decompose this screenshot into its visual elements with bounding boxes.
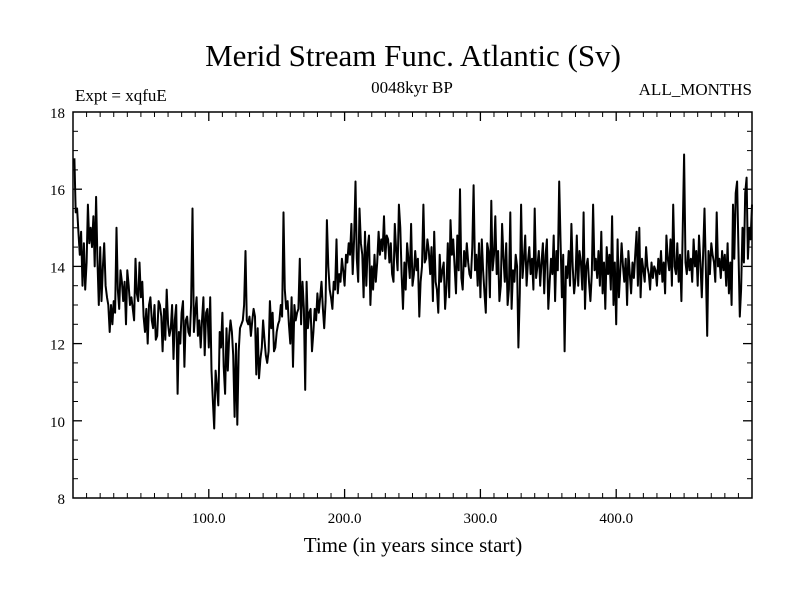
months-label: ALL_MONTHS (639, 80, 752, 99)
period-label: 0048kyr BP (371, 78, 453, 97)
y-tick-label: 8 (58, 492, 66, 508)
y-tick-label: 16 (50, 183, 66, 199)
x-tick-label: 100.0 (192, 511, 226, 527)
series-line (73, 153, 753, 430)
y-axis-tick-labels: 8 10 12 14 16 18 (50, 106, 66, 508)
x-axis-tick-labels: 100.0 200.0 300.0 400.0 (192, 511, 633, 527)
axis-ticks (73, 112, 752, 498)
experiment-label: Expt = xqfuE (75, 86, 167, 105)
y-tick-label: 10 (50, 415, 65, 431)
x-tick-label: 200.0 (328, 511, 362, 527)
x-axis-title: Time (in years since start) (304, 533, 523, 557)
y-tick-label: 14 (50, 260, 66, 276)
plot-frame (72, 111, 753, 499)
x-tick-label: 300.0 (464, 511, 498, 527)
y-tick-label: 18 (50, 106, 65, 122)
y-tick-label: 12 (50, 338, 65, 354)
chart-title: Merid Stream Func. Atlantic (Sv) (205, 38, 621, 73)
x-tick-label: 400.0 (599, 511, 633, 527)
